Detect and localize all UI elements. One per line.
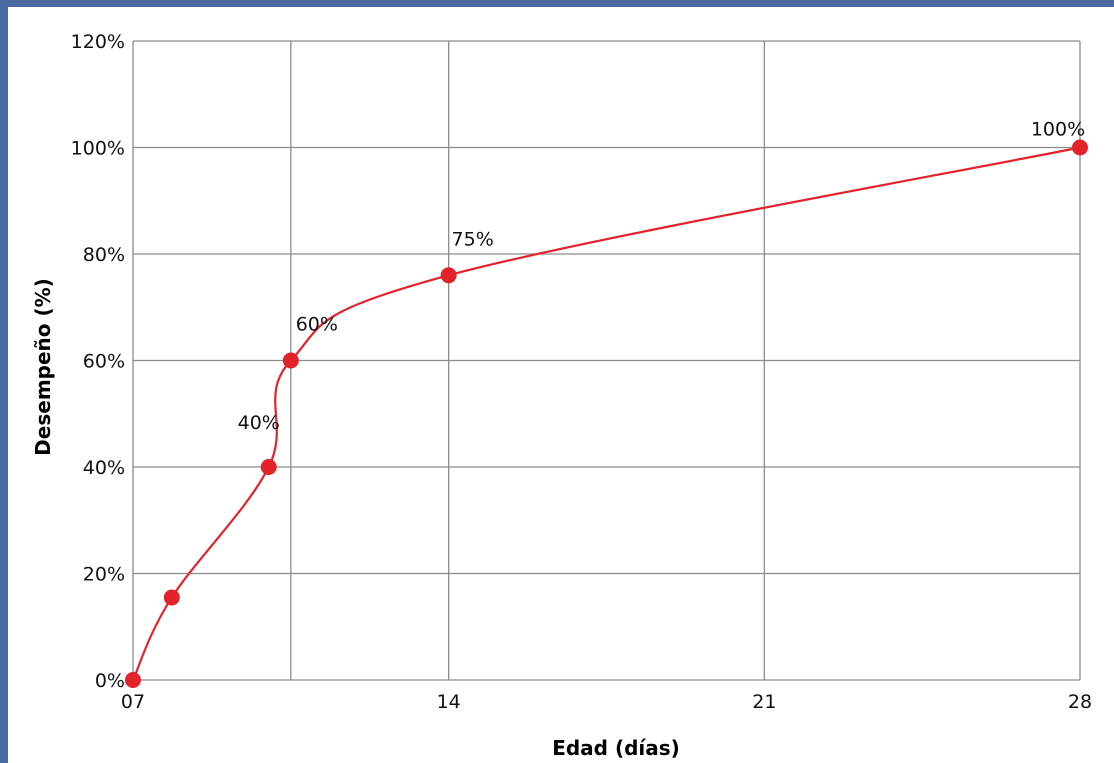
- y-axis-title: Desempeño (%): [31, 278, 55, 456]
- data-label: 75%: [452, 228, 494, 250]
- x-tick-label: 21: [752, 691, 776, 713]
- x-tick-labels: 07 14 21 28: [121, 691, 1092, 713]
- data-point: [282, 352, 299, 369]
- y-tick-label: 40%: [83, 457, 125, 479]
- x-tick-label: 07: [121, 691, 145, 713]
- y-tick-label: 120%: [71, 31, 125, 53]
- data-point: [163, 589, 180, 606]
- series-line: [132, 146, 1081, 681]
- x-tick-label: 14: [437, 691, 461, 713]
- data-point: [260, 459, 277, 475]
- y-tick-label: 80%: [83, 244, 125, 266]
- x-axis-title: Edad (días): [552, 736, 680, 760]
- y-tick-label: 60%: [83, 351, 125, 373]
- series: [125, 139, 1088, 688]
- data-point: [1072, 139, 1088, 156]
- data-point: [440, 267, 457, 284]
- y-tick-label: 20%: [83, 564, 125, 586]
- x-tick-label: 28: [1068, 691, 1092, 713]
- data-label: 40%: [238, 412, 280, 434]
- y-tick-labels: 0% 20% 40% 60% 80% 100% 120%: [71, 31, 125, 692]
- data-labels: 40% 60% 75% 100%: [238, 119, 1086, 435]
- chart-svg: 0% 20% 40% 60% 80% 100% 120% 07 14 21 28 40% 60% 75…: [31, 31, 1092, 760]
- data-label: 60%: [296, 314, 338, 336]
- chart-frame: 0% 20% 40% 60% 80% 100% 120% 07 14 21 28 40% 60% 75…: [8, 7, 1114, 763]
- data-label: 100%: [1031, 119, 1085, 141]
- y-tick-label: 100%: [71, 138, 125, 160]
- grid: [132, 40, 1081, 681]
- y-tick-label: 0%: [95, 670, 125, 692]
- data-point: [125, 672, 141, 688]
